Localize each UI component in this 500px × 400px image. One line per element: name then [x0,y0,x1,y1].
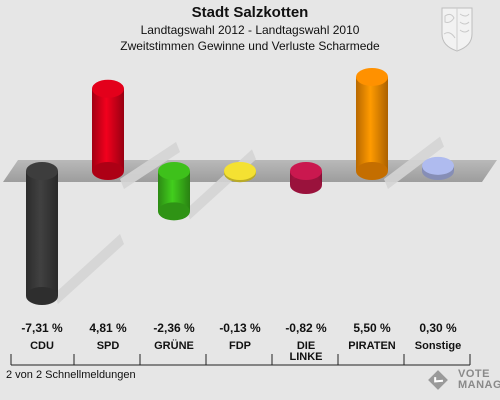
bar-top-cap [224,162,256,180]
bar-body [92,88,124,171]
bar-top-cap [422,156,454,175]
bar-bottom-cap [356,162,388,180]
bar-top-cap [290,162,322,180]
bar-top-cap [356,67,388,86]
bar-spd [92,79,124,180]
chart-subtitle: Landtagswahl 2012 - Landtagswahl 2010 [140,23,360,37]
bar-shadow [120,141,180,189]
value-label: -0,13 % [219,321,261,335]
bar-shadow [186,149,256,220]
category-label: GRÜNE [154,339,194,352]
value-label: 4,81 % [89,321,127,335]
bar-bottom-cap [290,176,322,195]
category-label: DIE [297,340,315,352]
brand-line-manager: MANAGER [458,379,500,391]
bar-shadow [384,136,444,189]
bar-cdu [26,162,58,305]
category-label: SPD [97,340,120,352]
category-label: PIRATEN [348,340,396,352]
value-label: -7,31 % [21,321,63,335]
category-label: LINKE [290,351,323,363]
chart-title: Stadt Salzkotten [191,4,309,21]
bar-top-cap [92,79,124,98]
bar-die-linke [290,162,322,195]
bar-bottom-cap [26,287,58,305]
vote-manager-logo-icon [428,370,448,390]
value-label: 5,50 % [353,321,391,335]
bar-top-cap [26,162,58,180]
category-label: Sonstige [415,340,461,352]
bar-piraten [356,67,388,180]
bar-body [356,76,388,171]
bar-body [26,171,58,296]
bar-grüne [158,162,190,221]
bar-fdp [224,162,256,183]
category-label: FDP [229,340,251,352]
value-label: -2,36 % [153,321,195,335]
brand-name: VOTE MANAGER [458,369,500,391]
bar-sonstige [422,156,454,180]
bar-bottom-cap [92,162,124,180]
value-label: 0,30 % [419,321,457,335]
brand-line-vote: VOTE [458,368,490,380]
bar-bottom-cap [158,202,190,221]
category-label: CDU [30,340,54,352]
chart-subtitle-secondary: Zweitstimmen Gewinne und Verluste Scharm… [120,39,380,53]
value-label: -0,82 % [285,321,327,335]
bar-shadow [54,234,124,304]
footer-note: 2 von 2 Schnellmeldungen [6,369,136,381]
bar-top-cap [158,162,190,180]
coat-of-arms-icon [441,7,473,52]
